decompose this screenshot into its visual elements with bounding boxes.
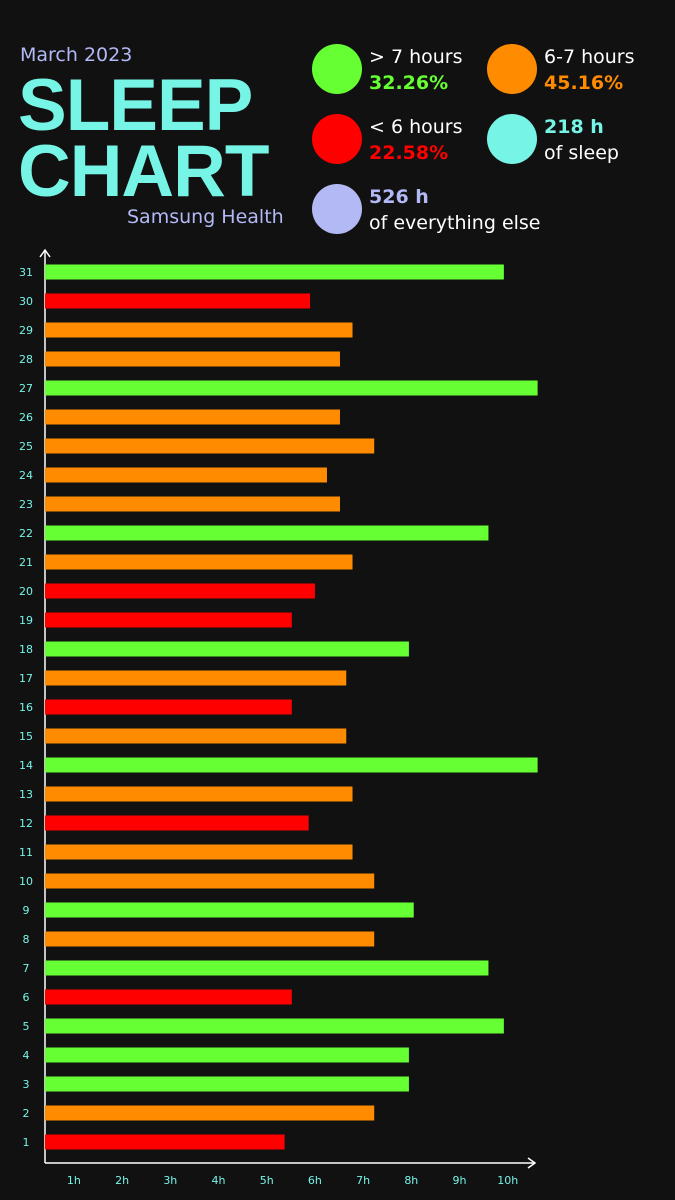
legend-value: 22.58% bbox=[369, 142, 449, 164]
bar-day-8 bbox=[45, 931, 375, 947]
x-axis-arrow bbox=[527, 1157, 537, 1169]
bar-day-14 bbox=[45, 757, 538, 773]
bar-day-26 bbox=[45, 409, 340, 425]
y-tick-label: 18 bbox=[19, 643, 33, 656]
y-tick-label: 22 bbox=[19, 527, 33, 540]
y-tick-label: 7 bbox=[23, 962, 30, 975]
y-tick-label: 10 bbox=[19, 875, 33, 888]
x-tick-label: 9h bbox=[453, 1174, 467, 1187]
y-tick-label: 12 bbox=[19, 817, 33, 830]
bar-day-16 bbox=[45, 699, 292, 715]
y-tick-label: 14 bbox=[19, 759, 33, 772]
legend-swatch-lavender bbox=[312, 184, 362, 234]
y-tick-label: 15 bbox=[19, 730, 33, 743]
legend-value: 218 h bbox=[544, 116, 604, 138]
bar-day-22 bbox=[45, 525, 489, 541]
legend-value: 32.26% bbox=[369, 72, 449, 94]
y-axis-arrow bbox=[39, 248, 51, 258]
bar-day-12 bbox=[45, 815, 309, 831]
bar-day-19 bbox=[45, 612, 292, 628]
legend-label: < 6 hours bbox=[369, 116, 463, 138]
bar-day-4 bbox=[45, 1047, 409, 1063]
y-tick-label: 8 bbox=[23, 933, 30, 946]
bar-day-17 bbox=[45, 670, 347, 686]
bar-day-3 bbox=[45, 1076, 409, 1092]
legend-swatch-orange bbox=[487, 44, 537, 94]
chart-period: March 2023 bbox=[20, 44, 133, 66]
bar-day-29 bbox=[45, 322, 353, 338]
legend-label: of everything else bbox=[369, 212, 541, 234]
bar-day-2 bbox=[45, 1105, 375, 1121]
bar-day-6 bbox=[45, 989, 292, 1005]
bar-day-20 bbox=[45, 583, 315, 599]
y-tick-label: 20 bbox=[19, 585, 33, 598]
y-tick-label: 26 bbox=[19, 411, 33, 424]
bar-day-18 bbox=[45, 641, 409, 657]
x-tick-label: 5h bbox=[260, 1174, 274, 1187]
y-tick-label: 31 bbox=[19, 266, 33, 279]
legend-swatch-red bbox=[312, 114, 362, 164]
bar-day-7 bbox=[45, 960, 489, 976]
x-tick-label: 7h bbox=[356, 1174, 370, 1187]
y-tick-label: 29 bbox=[19, 324, 33, 337]
y-tick-label: 6 bbox=[23, 991, 30, 1004]
x-tick-label: 2h bbox=[115, 1174, 129, 1187]
y-tick-label: 21 bbox=[19, 556, 33, 569]
y-tick-label: 30 bbox=[19, 295, 33, 308]
legend-label: 6-7 hours bbox=[544, 46, 635, 68]
y-tick-label: 28 bbox=[19, 353, 33, 366]
bar-day-23 bbox=[45, 496, 340, 512]
bar-day-15 bbox=[45, 728, 347, 744]
y-tick-label: 16 bbox=[19, 701, 33, 714]
bar-day-21 bbox=[45, 554, 353, 570]
chart-title-line-1: SLEEP bbox=[18, 65, 253, 146]
bar-day-24 bbox=[45, 467, 327, 483]
y-tick-label: 9 bbox=[23, 904, 30, 917]
x-tick-label: 8h bbox=[404, 1174, 418, 1187]
bar-day-30 bbox=[45, 293, 311, 309]
bar-day-10 bbox=[45, 873, 375, 889]
legend-label: of sleep bbox=[544, 142, 619, 164]
bar-day-28 bbox=[45, 351, 340, 367]
legend-swatch-green bbox=[312, 44, 362, 94]
chart-title-line-2: CHART bbox=[18, 131, 269, 212]
x-tick-label: 3h bbox=[163, 1174, 177, 1187]
y-tick-label: 17 bbox=[19, 672, 33, 685]
y-tick-label: 24 bbox=[19, 469, 33, 482]
y-tick-label: 3 bbox=[23, 1078, 30, 1091]
x-tick-label: 4h bbox=[212, 1174, 226, 1187]
chart-source: Samsung Health bbox=[127, 206, 284, 228]
y-tick-label: 25 bbox=[19, 440, 33, 453]
bar-day-1 bbox=[45, 1134, 285, 1150]
x-tick-label: 1h bbox=[67, 1174, 81, 1187]
y-tick-label: 13 bbox=[19, 788, 33, 801]
y-tick-label: 1 bbox=[23, 1136, 30, 1149]
bar-day-25 bbox=[45, 438, 375, 454]
bar-day-27 bbox=[45, 380, 538, 396]
y-tick-label: 2 bbox=[23, 1107, 30, 1120]
y-tick-label: 27 bbox=[19, 382, 33, 395]
legend-value: 45.16% bbox=[544, 72, 624, 94]
bar-day-13 bbox=[45, 786, 353, 802]
legend-swatch-cyan bbox=[487, 114, 537, 164]
legend-value: 526 h bbox=[369, 186, 429, 208]
y-tick-label: 19 bbox=[19, 614, 33, 627]
y-tick-label: 11 bbox=[19, 846, 33, 859]
bar-day-31 bbox=[45, 264, 504, 280]
x-tick-label: 10h bbox=[497, 1174, 518, 1187]
chart-title: SLEEP CHART bbox=[18, 65, 269, 212]
x-tick-label: 6h bbox=[308, 1174, 322, 1187]
y-tick-label: 4 bbox=[23, 1049, 30, 1062]
legend-label: > 7 hours bbox=[369, 46, 463, 68]
y-tick-label: 5 bbox=[23, 1020, 30, 1033]
y-tick-label: 23 bbox=[19, 498, 33, 511]
bar-day-5 bbox=[45, 1018, 504, 1034]
bar-day-9 bbox=[45, 902, 414, 918]
bar-day-11 bbox=[45, 844, 353, 860]
